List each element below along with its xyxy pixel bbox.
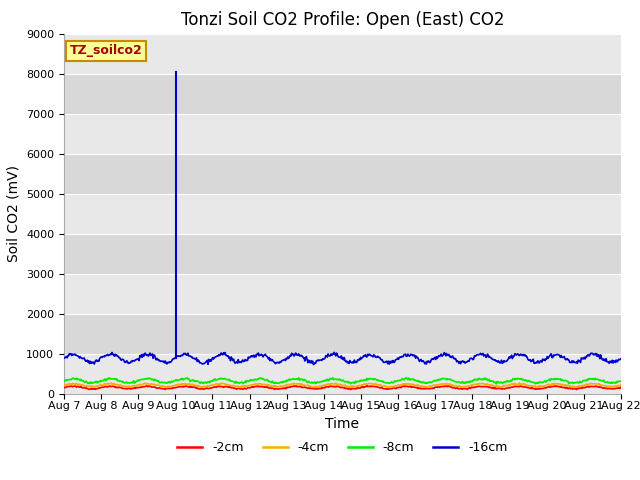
Bar — [64, 114, 621, 154]
Bar — [64, 193, 621, 234]
Text: TZ_soilco2: TZ_soilco2 — [70, 44, 142, 58]
Title: Tonzi Soil CO2 Profile: Open (East) CO2: Tonzi Soil CO2 Profile: Open (East) CO2 — [180, 11, 504, 29]
Bar — [64, 354, 621, 394]
Legend: -2cm, -4cm, -8cm, -16cm: -2cm, -4cm, -8cm, -16cm — [172, 436, 513, 459]
Bar — [64, 34, 621, 73]
X-axis label: Time: Time — [325, 417, 360, 431]
Bar — [64, 274, 621, 313]
Y-axis label: Soil CO2 (mV): Soil CO2 (mV) — [6, 165, 20, 262]
